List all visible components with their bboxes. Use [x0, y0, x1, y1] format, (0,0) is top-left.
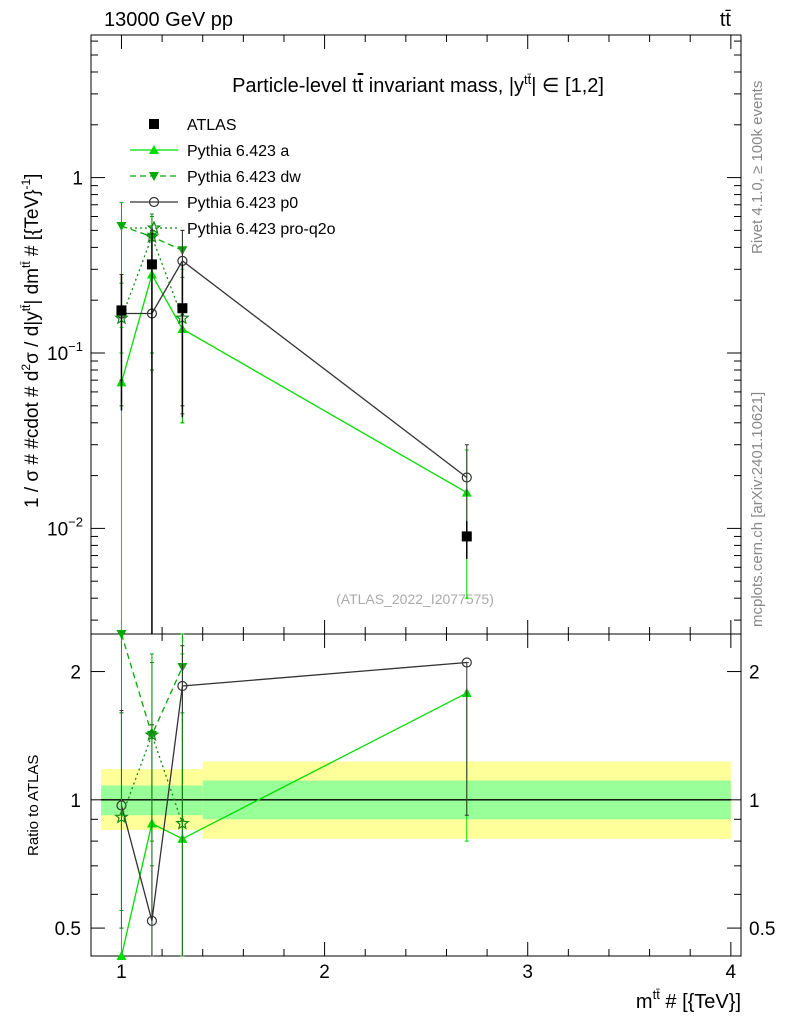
x-axis-label: mtt̄ # [{TeV}]	[636, 987, 741, 1013]
ratio-y-tick-label-right: 1	[749, 791, 760, 812]
ratio-y-tick-label: 0.5	[55, 919, 81, 940]
main-series-p0	[117, 230, 471, 634]
x-tick-label: 2	[319, 962, 330, 983]
main-panel: Particle-level tt invariant mass, |ytt̄|…	[19, 35, 741, 634]
ratio-y-axis-label: Ratio to ATLAS	[25, 755, 42, 856]
main-line-p0	[122, 261, 467, 478]
ratio-y-tick-label: 2	[70, 663, 81, 684]
legend-label-atlas: ATLAS	[187, 117, 237, 134]
legend-label-dw: Pythia 6.423 dw	[187, 169, 301, 186]
main-point-atlas	[116, 305, 126, 315]
main-point-atlas	[147, 259, 157, 269]
legend-item-atlas: ATLAS	[149, 117, 237, 134]
rivet-version-label: Rivet 4.1.0, ≥ 100k events	[749, 81, 766, 254]
main-line-a	[122, 275, 467, 493]
legend: ATLAS Pythia 6.423 a Pythia 6.423 dw Pythia…	[130, 117, 336, 238]
legend-item-dw: Pythia 6.423 dw	[130, 169, 301, 186]
legend-label-pq2o: Pythia 6.423 pro-q2o	[187, 221, 336, 238]
x-tick-label: 1	[116, 962, 127, 983]
main-point-atlas	[177, 303, 187, 313]
energy-label: 13000 GeV pp	[104, 9, 233, 31]
main-y-tick-label: 10−1	[47, 339, 83, 365]
legend-label-p0: Pythia 6.423 p0	[187, 195, 298, 212]
main-point-atlas	[462, 531, 472, 541]
x-tick-label: 3	[522, 962, 533, 983]
main-y-tick-label: 10−2	[47, 514, 83, 540]
main-series-atlas	[116, 227, 471, 634]
legend-marker-atlas	[149, 119, 159, 129]
main-panel-title: Particle-level tt invariant mass, |ytt̄|…	[232, 72, 604, 97]
analysis-id-label: (ATLAS_2022_I2077575)	[336, 591, 494, 607]
legend-marker-pq2o	[148, 222, 159, 233]
main-y-axis-label: 1 / σ # #cdot # d2σ / d|ytt̄| dmtt̄ # [{…	[19, 174, 43, 508]
legend-label-a: Pythia 6.423 a	[187, 143, 289, 160]
mcplots-label: mcplots.cern.ch [arXiv:2401.10621]	[749, 392, 766, 627]
ratio-y-tick-label-right: 0.5	[749, 919, 775, 940]
main-y-tick-label: 1	[72, 169, 83, 190]
ratio-y-tick-label: 1	[70, 791, 81, 812]
process-label: tt̄	[720, 9, 732, 31]
ratio-y-tick-label-right: 2	[749, 663, 760, 684]
chart-figure: 13000 GeV pp tt̄ Rivet 4.1.0, ≥ 100k eve…	[0, 0, 786, 1024]
main-series-a	[116, 237, 471, 634]
ratio-panel: Ratio to ATLAS mtt̄ # [{TeV}] 0.5 0.5 1 1 2 2…	[25, 630, 775, 1013]
main-point-dw	[116, 222, 126, 231]
legend-item-pq2o: Pythia 6.423 pro-q2o	[130, 221, 336, 238]
x-tick-label: 4	[726, 962, 737, 983]
legend-item-a: Pythia 6.423 a	[130, 143, 289, 160]
legend-item-p0: Pythia 6.423 p0	[130, 195, 298, 212]
